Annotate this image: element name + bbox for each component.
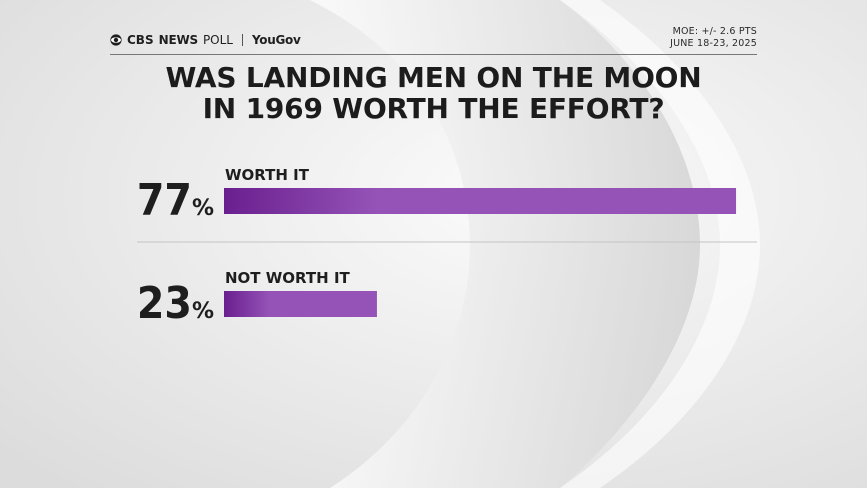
title-line-1: WAS LANDING MEN ON THE MOON	[165, 61, 702, 94]
title-line-2: IN 1969 WORTH THE EFFORT?	[202, 92, 665, 125]
bar	[224, 291, 377, 317]
cbs-eye-icon	[110, 34, 122, 46]
header-divider	[110, 54, 757, 55]
poll-label: POLL	[202, 33, 233, 47]
chart-title: WAS LANDING MEN ON THE MOON IN 1969 WORT…	[110, 62, 757, 124]
network-name: CBS	[127, 33, 154, 47]
brand-divider	[242, 34, 243, 46]
bar	[224, 188, 737, 214]
percent-label: 23%	[137, 278, 214, 329]
category-label: NOT WORTH IT	[225, 269, 351, 287]
category-label: WORTH IT	[225, 166, 310, 184]
percent-value: 23	[137, 278, 192, 329]
percent-sign: %	[192, 196, 214, 221]
percent-label: 77%	[137, 175, 214, 226]
percent-value: 77	[137, 175, 192, 226]
poll-dates: JUNE 18-23, 2025	[670, 38, 757, 49]
poll-meta: MOE: +/- 2.6 PTS JUNE 18-23, 2025	[670, 26, 757, 50]
percent-sign: %	[192, 299, 214, 324]
margin-of-error: MOE: +/- 2.6 PTS	[672, 26, 757, 37]
partner-name: YouGov	[252, 33, 301, 47]
brand-logo: CBS NEWS POLL YouGov	[110, 33, 301, 47]
network-suffix: NEWS	[158, 33, 199, 47]
